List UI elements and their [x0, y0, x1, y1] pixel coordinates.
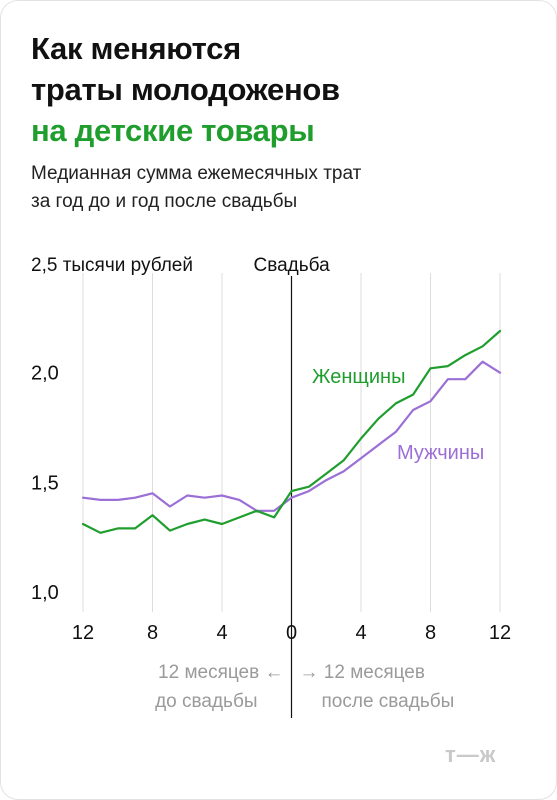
y-tick-label: 1,0	[31, 582, 59, 604]
y-tick-label: 2,0	[31, 363, 59, 385]
before-caption-line-2: до свадьбы	[155, 691, 257, 712]
subtitle-line-2: за год до и год после свадьбы	[31, 191, 298, 212]
after-caption-line-1: → 12 месяцев	[300, 662, 425, 683]
chart-subtitle: Медианная сумма ежемесячных трат за год …	[31, 160, 361, 216]
title-line-3: на детские товары	[31, 113, 315, 148]
series-label-men: Мужчины	[397, 442, 484, 464]
brand-logo: т—ж	[445, 742, 497, 767]
x-tick-label: 12	[489, 622, 511, 644]
x-tick-label: 4	[355, 622, 366, 644]
x-tick-label: 4	[216, 622, 227, 644]
after-caption-line-2: после свадьбы	[322, 691, 455, 712]
series-line-women	[81, 329, 502, 534]
x-tick-label: 8	[425, 622, 436, 644]
series-lines	[81, 329, 502, 534]
title-line-1: Как меняются	[31, 31, 241, 66]
before-caption-line-1: 12 месяцев ←	[158, 662, 283, 683]
subtitle-line-1: Медианная сумма ежемесячных трат	[31, 163, 362, 184]
wedding-label: Свадьба	[254, 255, 331, 276]
chart-title: Как меняются траты молодоженов на детски…	[31, 28, 340, 151]
y-axis-ticks: 1,0 1,5 2,0	[31, 363, 59, 604]
y-axis-unit-label: 2,5 тысячи рублей	[31, 255, 193, 276]
title-line-2: траты молодоженов	[31, 72, 340, 107]
series-label-women: Женщины	[312, 366, 405, 388]
y-tick-label: 1,5	[31, 472, 59, 494]
x-tick-label: 8	[147, 622, 158, 644]
x-tick-label: 12	[72, 622, 94, 644]
grid-lines	[82, 273, 501, 612]
series-line-men	[81, 360, 502, 512]
